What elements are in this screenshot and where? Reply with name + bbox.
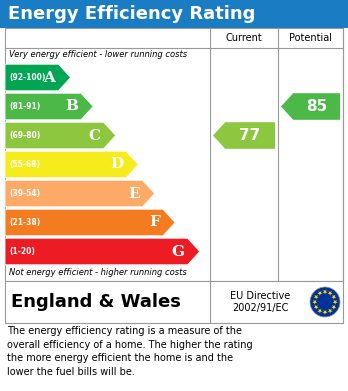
Polygon shape: [328, 291, 333, 296]
Text: F: F: [149, 215, 160, 230]
Text: G: G: [172, 244, 184, 258]
Text: (55-68): (55-68): [9, 160, 40, 169]
Polygon shape: [5, 180, 155, 207]
Text: Potential: Potential: [289, 33, 332, 43]
Polygon shape: [317, 291, 322, 296]
Polygon shape: [5, 93, 93, 120]
Polygon shape: [281, 93, 340, 120]
Text: (92-100): (92-100): [9, 73, 45, 82]
Text: A: A: [44, 70, 55, 84]
Text: E: E: [128, 187, 140, 201]
Text: England & Wales: England & Wales: [11, 293, 181, 311]
Polygon shape: [333, 300, 338, 305]
Circle shape: [310, 287, 340, 317]
Polygon shape: [5, 122, 116, 149]
Polygon shape: [5, 151, 138, 178]
Polygon shape: [331, 305, 336, 310]
Text: (39-54): (39-54): [9, 189, 40, 198]
Polygon shape: [5, 64, 71, 91]
Polygon shape: [314, 295, 318, 300]
Text: (21-38): (21-38): [9, 218, 40, 227]
Bar: [5, 281, 343, 323]
Text: Current: Current: [226, 33, 262, 43]
Text: (69-80): (69-80): [9, 131, 40, 140]
Polygon shape: [5, 238, 200, 265]
Text: B: B: [65, 99, 78, 113]
Text: EU Directive: EU Directive: [230, 291, 290, 301]
Text: Not energy efficient - higher running costs: Not energy efficient - higher running co…: [9, 268, 187, 277]
Polygon shape: [331, 295, 336, 300]
Text: The energy efficiency rating is a measure of the
overall efficiency of a home. T: The energy efficiency rating is a measur…: [7, 326, 253, 377]
Polygon shape: [323, 290, 327, 294]
Text: D: D: [110, 158, 123, 172]
Text: C: C: [88, 129, 101, 142]
Text: (1-20): (1-20): [9, 247, 35, 256]
Text: 2002/91/EC: 2002/91/EC: [232, 303, 288, 313]
Polygon shape: [5, 209, 175, 236]
Polygon shape: [328, 309, 333, 313]
Text: Very energy efficient - lower running costs: Very energy efficient - lower running co…: [9, 50, 187, 59]
Text: 85: 85: [306, 99, 327, 114]
Polygon shape: [317, 309, 322, 313]
Polygon shape: [213, 122, 275, 149]
Text: (81-91): (81-91): [9, 102, 40, 111]
Polygon shape: [323, 310, 327, 315]
Polygon shape: [314, 305, 318, 310]
Text: Energy Efficiency Rating: Energy Efficiency Rating: [8, 5, 255, 23]
Bar: [5, 28, 343, 281]
Polygon shape: [313, 300, 317, 305]
Text: 77: 77: [239, 128, 261, 143]
Bar: [0, 0, 348, 28]
